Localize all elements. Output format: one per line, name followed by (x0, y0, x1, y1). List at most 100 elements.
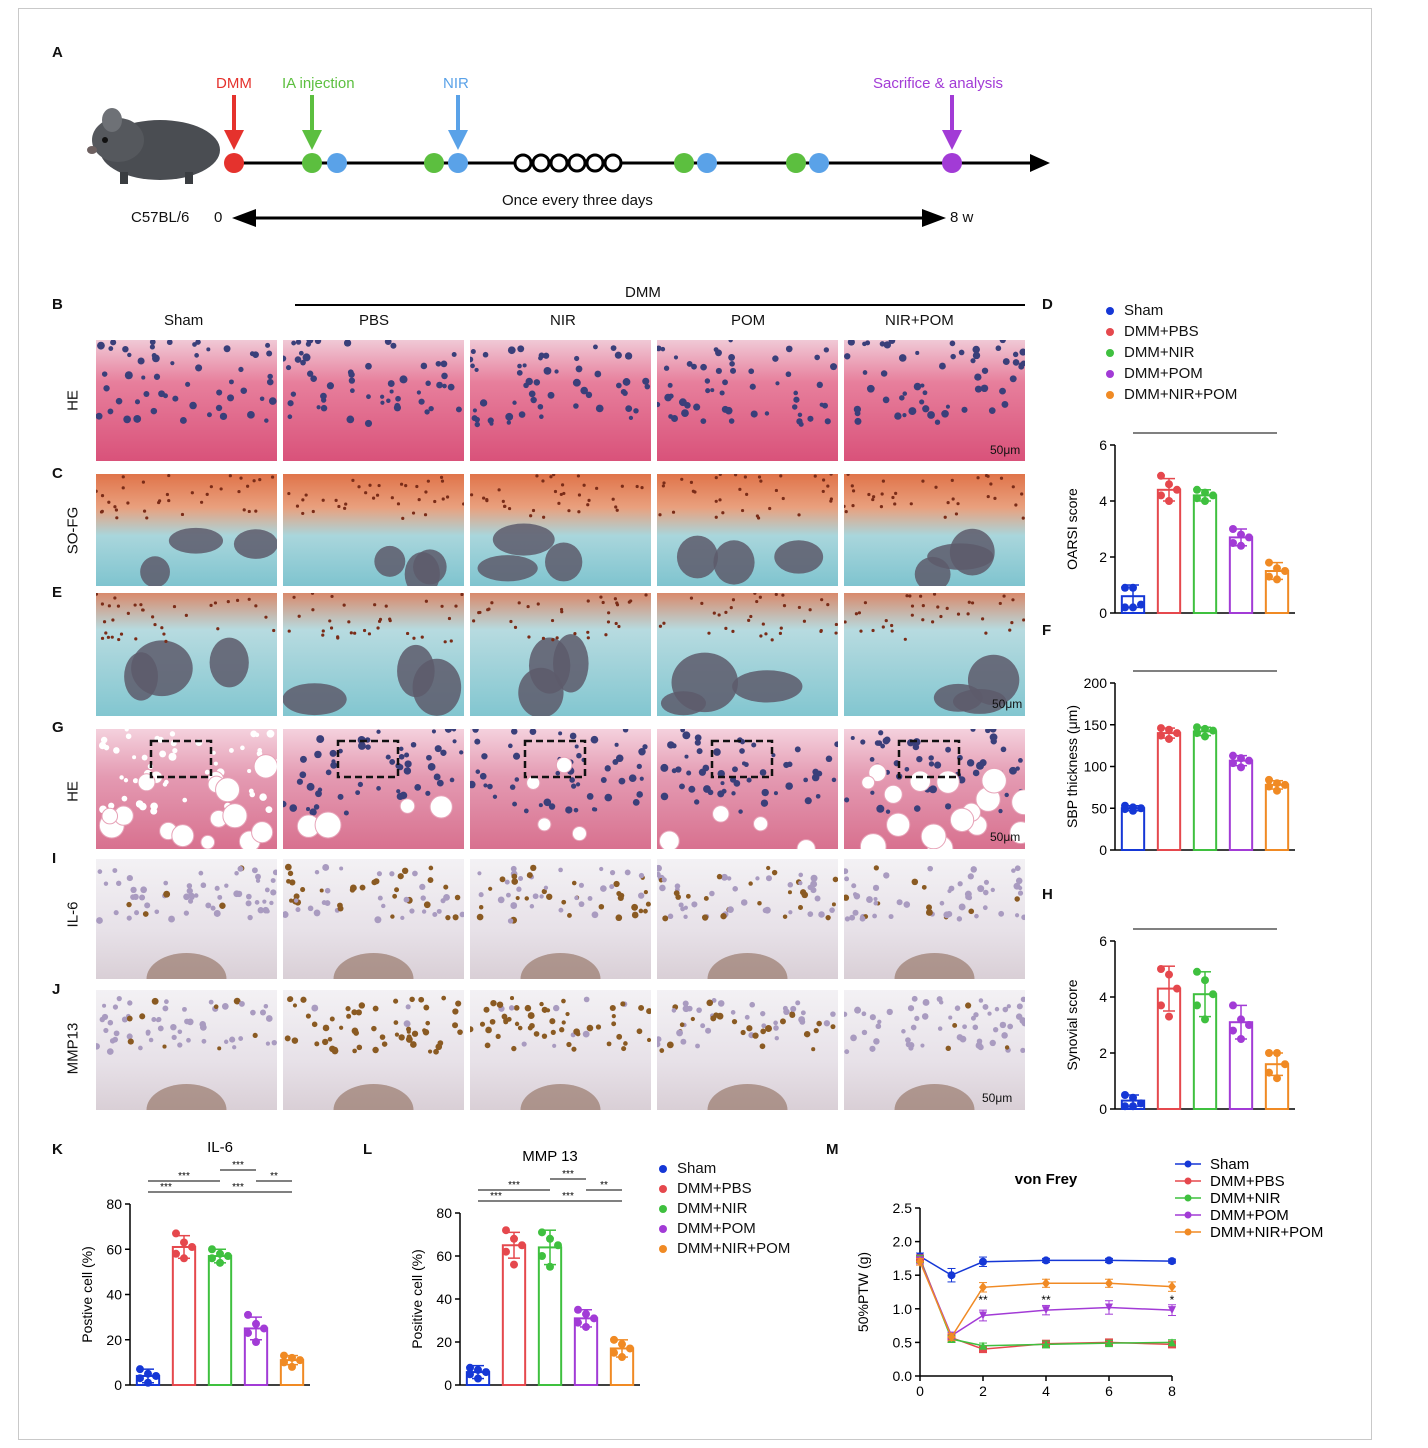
cell-nucleus (143, 390, 150, 397)
sig-label: *** (562, 1191, 574, 1202)
chondrocyte (797, 513, 801, 517)
stained-nucleus (759, 1043, 766, 1050)
marrow-region (333, 953, 414, 979)
stained-nucleus (510, 865, 517, 872)
data-point (538, 1228, 546, 1237)
stained-nucleus (526, 872, 533, 879)
cell-nucleus (572, 378, 581, 387)
panel-label-j: J (52, 981, 61, 998)
cell-nucleus (326, 382, 335, 390)
cell-nucleus (310, 375, 317, 382)
stained-nucleus (844, 916, 851, 922)
marrow-region (140, 556, 170, 586)
stained-nucleus (771, 869, 778, 876)
chondrocyte (1020, 492, 1024, 496)
stained-nucleus (937, 1026, 943, 1031)
cell-nucleus (791, 404, 798, 410)
chondrocyte (931, 620, 935, 624)
stained-nucleus (154, 909, 160, 915)
stained-nucleus (1011, 868, 1016, 873)
stained-nucleus (606, 1041, 612, 1047)
stained-nucleus (401, 867, 409, 875)
y-axis-label: OARSI score (1064, 488, 1080, 570)
stained-nucleus (459, 911, 464, 918)
legend-item: DMM+PBS (659, 1180, 752, 1197)
chondrocyte (272, 628, 276, 633)
data-point (979, 1282, 987, 1293)
cell-nucleus (680, 729, 686, 733)
stained-nucleus (507, 918, 514, 924)
chondrocyte (549, 475, 553, 479)
chondrocyte (826, 603, 830, 607)
stained-nucleus (305, 1013, 311, 1019)
cell-nucleus (830, 363, 838, 371)
cell-nucleus (972, 769, 980, 777)
stained-nucleus (549, 1018, 556, 1025)
chondrocyte (440, 479, 445, 483)
legend-item: Sham (659, 1160, 716, 1177)
data-point (1237, 541, 1245, 550)
chart-title: MMP 13 (522, 1148, 578, 1165)
cell-nucleus (899, 395, 905, 401)
stained-nucleus (405, 1004, 411, 1010)
chondrocyte (509, 619, 513, 624)
chondrocyte (399, 482, 404, 486)
cell-nucleus (739, 739, 746, 745)
cell-nucleus (722, 379, 728, 386)
stained-nucleus (936, 996, 943, 1003)
stained-nucleus (112, 868, 118, 874)
stained-nucleus (127, 1000, 133, 1006)
data-point (1229, 1001, 1237, 1010)
cell-nucleus (725, 406, 733, 415)
data-point (1245, 533, 1253, 542)
stained-nucleus (716, 873, 723, 880)
data-point (1129, 583, 1137, 592)
stained-nucleus (861, 1029, 868, 1036)
y-tick-label: 2 (1099, 1045, 1107, 1061)
cell-nucleus (733, 780, 741, 787)
chondrocyte (190, 491, 194, 495)
sig-label: *** (1217, 927, 1229, 930)
legend-label: DMM+PBS (1124, 323, 1199, 340)
stained-nucleus (854, 1006, 862, 1014)
legend-dot (1106, 328, 1114, 337)
cell-nucleus (981, 367, 989, 374)
panel-label-c: C (52, 465, 63, 482)
cell-nucleus (384, 340, 392, 345)
data-point (1137, 600, 1145, 609)
panel-label-g: G (52, 719, 64, 736)
dmm-header: DMM (625, 284, 661, 301)
bar (1192, 494, 1218, 614)
data-point (1173, 984, 1181, 993)
micrograph-tile (844, 729, 1025, 849)
chondrocyte (808, 608, 812, 612)
stained-nucleus (1019, 1017, 1025, 1024)
stained-nucleus (685, 893, 691, 899)
legend-label: Sham (1124, 302, 1164, 319)
chondrocyte (536, 602, 540, 606)
cell-nucleus (399, 746, 404, 752)
chondrocyte (133, 603, 137, 607)
cell-nucleus (474, 738, 481, 745)
data-point (188, 1242, 196, 1251)
data-point (590, 1314, 598, 1323)
cell-nucleus (300, 359, 306, 366)
micrograph-texture (844, 593, 1025, 714)
cell-nucleus (888, 340, 896, 344)
fat-vacuole (200, 834, 216, 849)
cell-nucleus (730, 367, 737, 374)
stained-nucleus (575, 1031, 581, 1037)
chondrocyte (662, 621, 666, 625)
stained-nucleus (356, 1044, 363, 1051)
scale-bar-sofg: 50μm (992, 697, 1023, 711)
chondrocyte (297, 614, 301, 618)
micrograph-texture (472, 593, 648, 716)
chondrocyte (757, 475, 762, 479)
cell-nucleus (865, 340, 871, 346)
chondrocyte (1022, 618, 1025, 622)
cell-nucleus (815, 793, 821, 799)
data-point (1173, 729, 1181, 738)
chondrocyte (362, 628, 367, 633)
cell-nucleus (433, 773, 441, 781)
cell-nucleus (211, 750, 216, 755)
